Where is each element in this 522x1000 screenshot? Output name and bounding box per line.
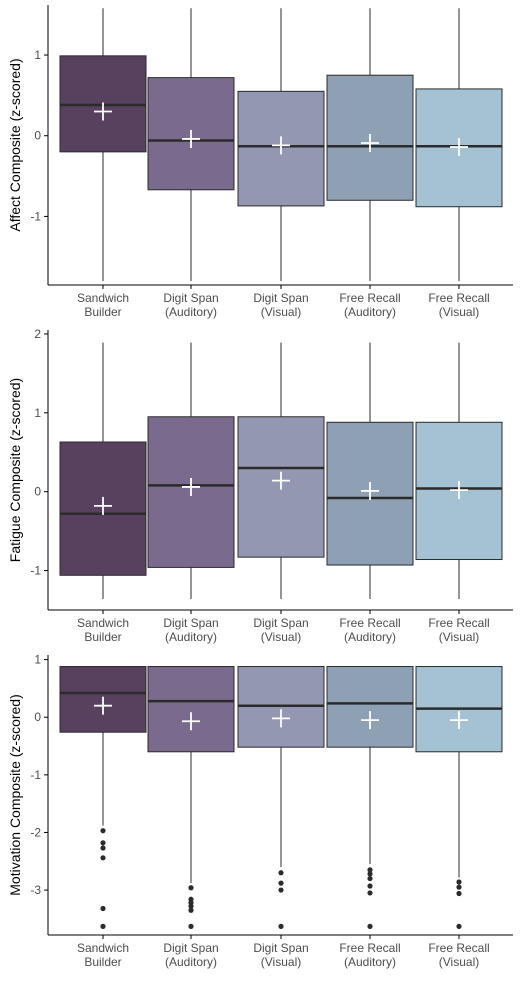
x-tick-label: Builder	[84, 955, 121, 969]
x-tick-label: (Auditory)	[165, 630, 217, 644]
box-4	[326, 342, 414, 599]
x-tick-label: Builder	[84, 305, 121, 319]
x-tick-label: (Visual)	[439, 630, 479, 644]
y-axis-title: Motivation Composite (z-scored)	[7, 694, 23, 896]
outlier-point	[188, 885, 194, 891]
box-5	[415, 666, 503, 929]
outlier-point	[367, 923, 373, 929]
y-axis-title: Fatigue Composite (z-scored)	[7, 378, 23, 562]
outlier-point	[456, 923, 462, 929]
y-tick-label: 1	[34, 653, 41, 667]
box-1	[59, 342, 147, 599]
panel-3: 1 0 -1 -2 -3 Motivation Composite (z-scored) S…	[7, 653, 513, 969]
x-tick-label: (Auditory)	[344, 955, 396, 969]
outlier-point	[188, 907, 194, 913]
y-axis-title: Affect Composite (z-scored)	[7, 58, 23, 231]
x-tick-label: Sandwich	[77, 616, 129, 630]
x-tick-label: (Auditory)	[165, 955, 217, 969]
y-tick-label: -1	[30, 209, 41, 223]
y-tick-label: -2	[30, 825, 41, 839]
outlier-point	[188, 903, 194, 909]
y-tick-label: -1	[30, 768, 41, 782]
outlier-point	[367, 890, 373, 896]
box-1	[59, 666, 147, 929]
x-tick-label: Free Recall	[339, 616, 400, 630]
outlier-point	[278, 923, 284, 929]
x-tick-label: (Visual)	[261, 305, 301, 319]
x-tick-label: Sandwich	[77, 291, 129, 305]
outlier-point	[100, 855, 106, 861]
box-2	[147, 666, 235, 929]
outlier-point	[367, 867, 373, 873]
box-4	[326, 8, 414, 281]
box-5	[415, 342, 503, 599]
x-tick-label: Builder	[84, 630, 121, 644]
x-tick-label: Digit Span	[253, 291, 308, 305]
y-tick-label: 1	[34, 48, 41, 62]
box-4	[326, 666, 414, 929]
x-tick-label: Free Recall	[339, 291, 400, 305]
y-tick-label: 0	[34, 129, 41, 143]
box-3	[237, 8, 325, 281]
x-tick-label: Digit Span	[163, 616, 218, 630]
y-tick-label: 0	[34, 485, 41, 499]
outlier-point	[278, 887, 284, 893]
iqr-box	[326, 666, 414, 748]
x-tick-label: (Auditory)	[344, 630, 396, 644]
x-tick-label: Sandwich	[77, 941, 129, 955]
x-tick-label: (Visual)	[261, 955, 301, 969]
box-2	[147, 342, 235, 599]
outlier-point	[100, 923, 106, 929]
outlier-point	[100, 905, 106, 912]
box-1	[59, 8, 147, 281]
box-3	[237, 342, 325, 599]
box-5	[415, 8, 503, 281]
outlier-point	[456, 890, 462, 897]
outlier-point	[367, 883, 373, 889]
outlier-point	[367, 875, 373, 882]
x-tick-label: Free Recall	[428, 941, 489, 955]
x-tick-label: Free Recall	[428, 291, 489, 305]
x-tick-label: (Visual)	[261, 630, 301, 644]
outlier-point	[100, 840, 106, 846]
x-tick-label: (Visual)	[439, 955, 479, 969]
outlier-point	[456, 884, 462, 890]
x-tick-label: Free Recall	[339, 941, 400, 955]
x-tick-label: (Auditory)	[344, 305, 396, 319]
panel-2: 2 1 0 -1 Fatigue Composite (z-scored) Sandwic…	[7, 327, 513, 644]
box-2	[147, 8, 235, 281]
x-tick-label: Digit Span	[253, 616, 308, 630]
outlier-point	[188, 923, 194, 929]
box-3	[237, 666, 325, 929]
y-tick-label: 0	[34, 710, 41, 724]
outlier-point	[100, 845, 106, 851]
x-tick-label: (Visual)	[439, 305, 479, 319]
y-tick-label: -1	[30, 564, 41, 578]
x-tick-label: Digit Span	[163, 941, 218, 955]
y-tick-label: 1	[34, 406, 41, 420]
x-tick-label: (Auditory)	[165, 305, 217, 319]
outlier-point	[278, 880, 284, 886]
y-tick-label: -3	[30, 883, 41, 897]
outlier-point	[100, 828, 106, 834]
x-tick-label: Digit Span	[253, 941, 308, 955]
outlier-point	[278, 870, 284, 876]
outlier-point	[456, 879, 462, 885]
iqr-box	[147, 666, 235, 753]
panel-1: 1 0 -1 Affect Composite (z-scored) SandwichB…	[7, 5, 513, 319]
y-tick-label: 2	[34, 327, 41, 341]
outlier-point	[367, 871, 373, 877]
x-tick-label: Digit Span	[163, 291, 218, 305]
x-tick-label: Free Recall	[428, 616, 489, 630]
